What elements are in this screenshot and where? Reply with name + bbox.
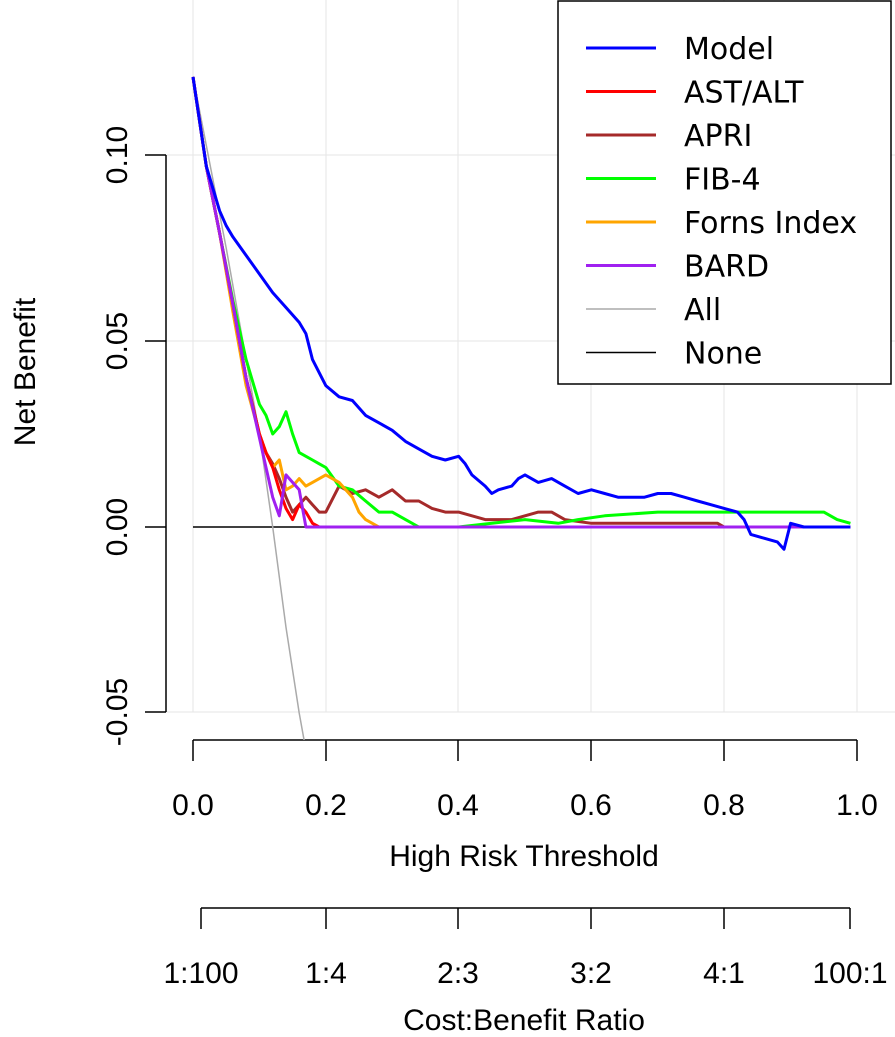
y-tick-label: 0.05: [101, 312, 134, 370]
legend-label: FIB-4: [684, 163, 761, 198]
cost-benefit-tick-label: 1:100: [163, 957, 238, 990]
legend-box: [557, 0, 892, 385]
series-line-fib-4: [191, 76, 851, 529]
legend-label: BARD: [684, 250, 769, 285]
series-line-bard: [191, 76, 851, 529]
x-tick-label: 0.2: [305, 789, 347, 822]
cost-benefit-axis-title: Cost:Benefit Ratio: [403, 1004, 645, 1037]
cost-benefit-tick-label: 2:3: [437, 957, 479, 990]
x-tick-label: 0.4: [437, 789, 479, 822]
series-layer: [191, 76, 851, 740]
y-tick-label: -0.05: [101, 678, 134, 746]
y-tick-label: 0.00: [101, 498, 134, 556]
legend-label: AST/ALT: [684, 76, 804, 111]
series-line-all: [192, 76, 305, 740]
legend-label: None: [684, 337, 762, 372]
x-tick-label: 0.8: [703, 789, 745, 822]
series-line-model: [191, 76, 851, 551]
cost-benefit-tick-label: 100:1: [812, 957, 887, 990]
legend-label: All: [684, 293, 721, 328]
y-tick-label: 0.10: [101, 126, 134, 184]
legend-label: Forns Index: [684, 206, 857, 241]
x-axis: 0.0 0.2 0.4 0.6 0.8 1.0 High Risk Thresh…: [172, 739, 878, 873]
legend: Model AST/ALT APRI FIB-4 Forns Index BARD All N…: [557, 0, 892, 385]
cost-benefit-tick-label: 4:1: [703, 957, 745, 990]
x-tick-label: 0.0: [172, 789, 214, 822]
y-axis: -0.05 0.00 0.05 0.10 Net Benefit: [9, 126, 167, 746]
legend-label: APRI: [684, 119, 752, 154]
cost-benefit-tick-label: 1:4: [305, 957, 347, 990]
x-tick-label: 1.0: [836, 789, 878, 822]
cost-benefit-axis: 1:100 1:4 2:3 3:2 4:1 100:1 Cost:Benefit…: [163, 907, 888, 1037]
y-axis-title: Net Benefit: [9, 297, 42, 446]
cost-benefit-tick-label: 3:2: [570, 957, 612, 990]
x-axis-title: High Risk Threshold: [389, 840, 659, 873]
legend-label: Model: [684, 32, 774, 67]
x-tick-label: 0.6: [570, 789, 612, 822]
